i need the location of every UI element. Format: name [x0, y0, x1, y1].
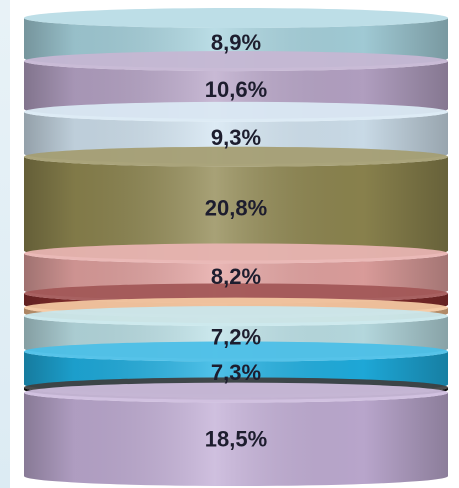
- segment-label-11: 18,5%: [205, 426, 267, 451]
- segment-label-1: 8,9%: [211, 30, 261, 55]
- segment-label-4: 20,8%: [205, 196, 267, 221]
- segment-label-5: 8,2%: [211, 264, 261, 289]
- segment-label-3: 9,3%: [211, 125, 261, 150]
- segment-label-8: 7,2%: [211, 324, 261, 349]
- segment-label-9: 7,3%: [211, 360, 261, 385]
- segment-label-2: 10,6%: [205, 77, 267, 102]
- left-background-strip: [0, 0, 10, 488]
- cylinder-segment-4: [24, 146, 448, 261]
- cylinder-segment-11: [24, 382, 448, 486]
